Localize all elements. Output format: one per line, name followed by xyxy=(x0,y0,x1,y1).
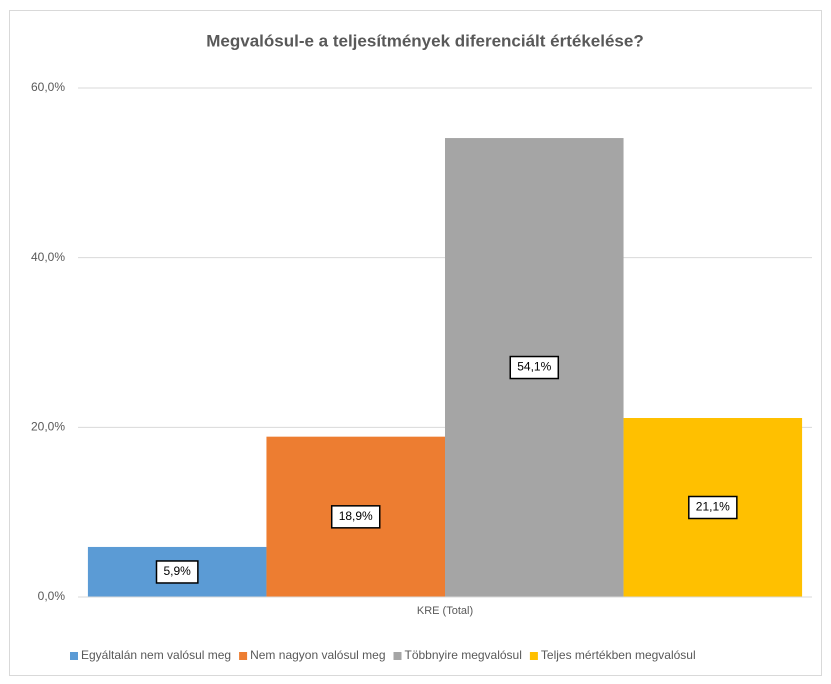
legend-swatch xyxy=(529,652,538,660)
legend-swatch xyxy=(70,652,78,660)
legend-swatch xyxy=(393,652,402,660)
value-label-box xyxy=(509,355,560,380)
legend-label: Nem nagyon valósul meg xyxy=(250,648,385,662)
y-tick-label: 20,0% xyxy=(31,420,65,434)
value-label-box xyxy=(155,560,199,584)
legend-label: Többnyire megvalósul xyxy=(405,648,522,662)
value-label: 5,9% xyxy=(164,564,192,578)
y-tick-label: 0,0% xyxy=(38,589,66,603)
value-label: 18,9% xyxy=(339,509,373,523)
y-tick-label: 40,0% xyxy=(31,250,65,264)
value-label: 54,1% xyxy=(517,360,551,374)
y-tick-label: 60,0% xyxy=(31,80,65,94)
value-label: 21,1% xyxy=(696,500,730,514)
legend-swatch xyxy=(239,652,248,660)
legend-label: Teljes mértékben megvalósul xyxy=(541,648,696,662)
legend-label: Egyáltalán nem valósul meg xyxy=(81,648,231,662)
value-label-box xyxy=(688,495,738,520)
value-label-box xyxy=(330,505,381,529)
chart-title: Megvalósul-e a teljesítmények diferenciá… xyxy=(206,31,643,50)
x-tick-label: KRE (Total) xyxy=(417,605,473,617)
